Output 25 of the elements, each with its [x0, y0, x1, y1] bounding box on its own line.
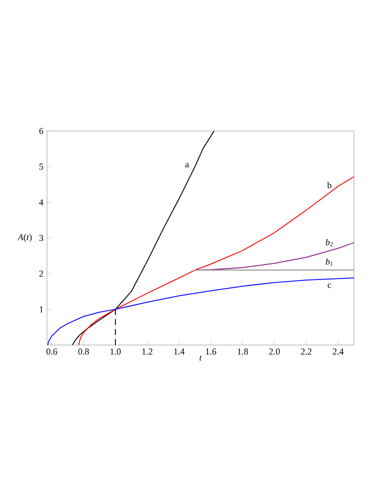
series-label: b$_{1}$: [326, 258, 333, 266]
y-tick-label: 4: [39, 199, 44, 206]
y-axis-title: A(t): [17, 234, 32, 242]
line-series: [78, 176, 354, 345]
series-label: b: [327, 182, 332, 188]
x-tick-label: 2.2: [301, 348, 312, 355]
y-tick-label: 1: [40, 306, 43, 312]
x-axis-title: t: [200, 356, 202, 361]
series-label: c: [328, 284, 332, 288]
x-tick-label: 1.8: [238, 348, 248, 355]
y-tick-label: 6: [39, 128, 44, 134]
y-tick-label: 5: [39, 164, 44, 170]
series-label: a: [185, 163, 189, 168]
line-series: [72, 131, 214, 345]
series-label: b$_{2}$: [326, 238, 333, 246]
x-tick-label: 1.6: [206, 348, 216, 355]
y-tick-label: 2: [39, 270, 43, 277]
x-tick-label: 0.6: [46, 348, 58, 355]
y-tick-label: 3: [39, 234, 44, 242]
x-tick-label: 0.8: [78, 348, 89, 355]
x-tick-label: 1.2: [142, 348, 152, 355]
x-tick-label: 2.4: [332, 348, 344, 355]
x-tick-label: 1.4: [174, 348, 185, 355]
x-tick-label: 1.0: [110, 348, 121, 355]
x-tick-label: 2.0: [269, 348, 280, 355]
